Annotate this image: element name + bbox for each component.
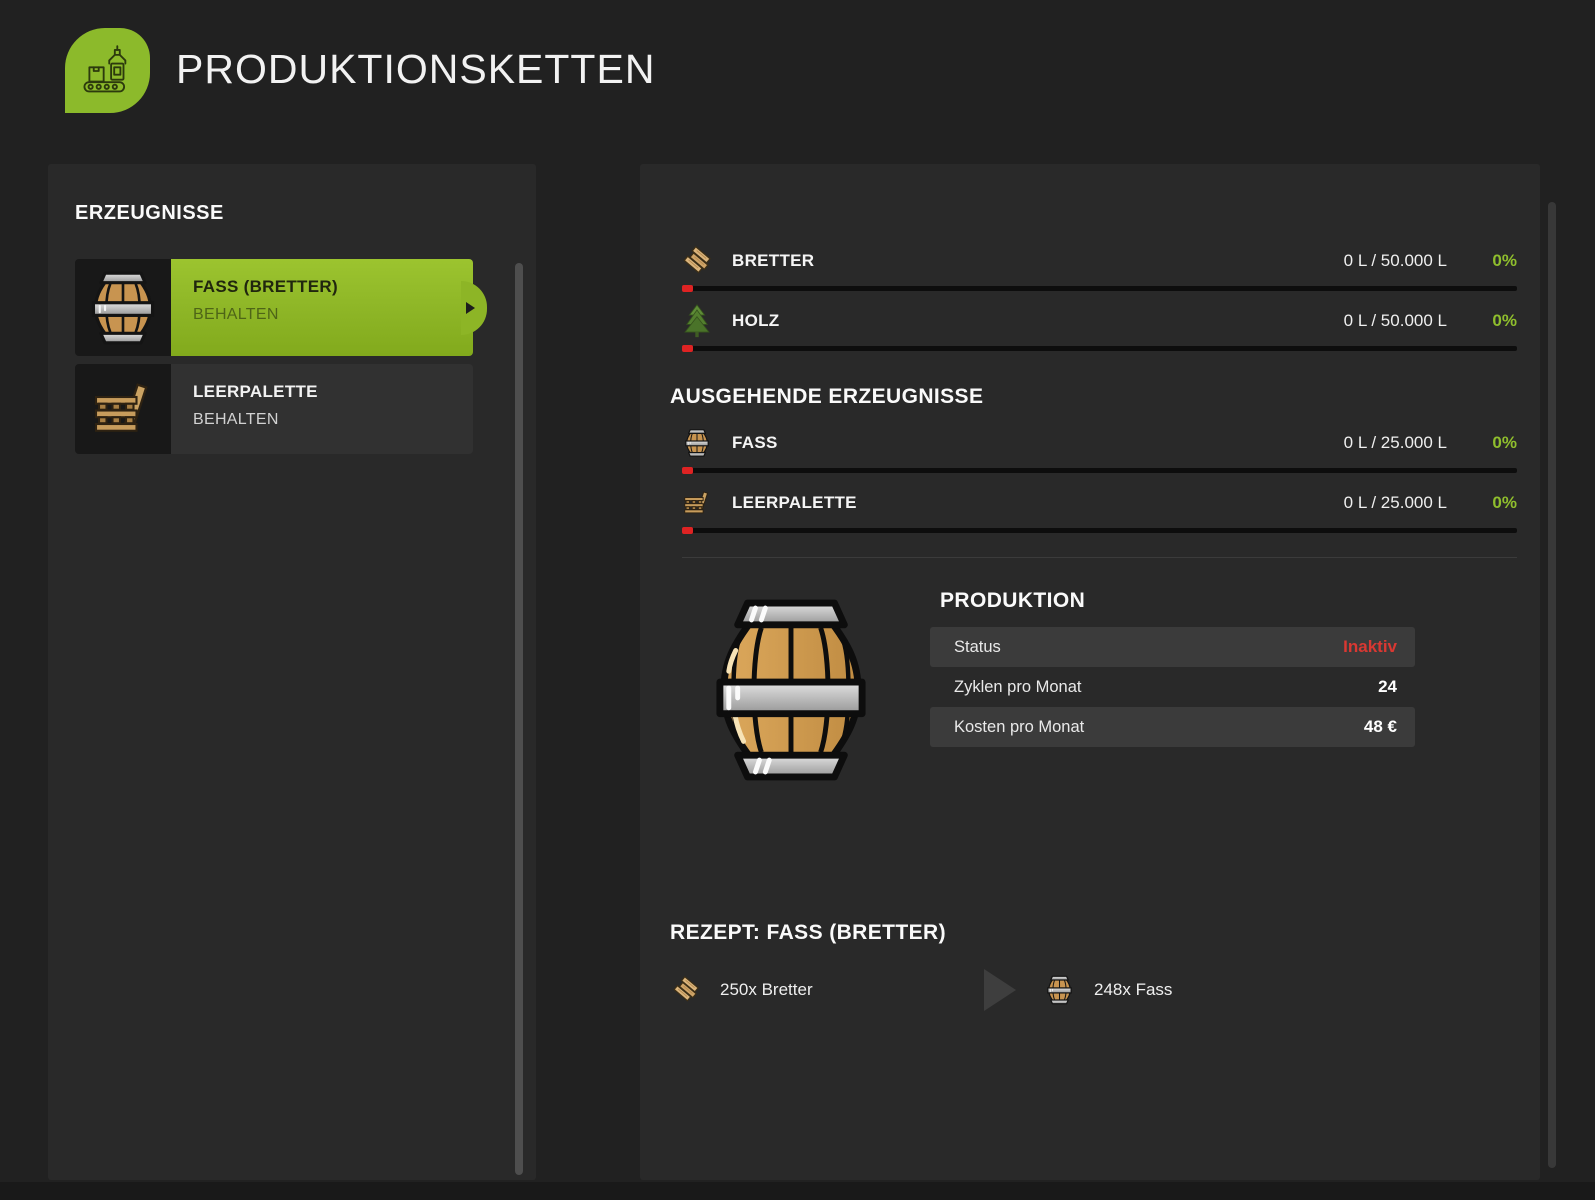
planks-icon	[673, 972, 699, 1008]
progressbar-fill	[682, 467, 693, 474]
recipe-row: 250x Bretter 248x Fass	[640, 969, 1540, 1011]
production-heading: PRODUKTION	[940, 589, 1086, 612]
storage-label: FASS	[732, 433, 778, 452]
product-title: LEERPALETTE	[193, 382, 318, 401]
storage-amount: 0 L / 25.000 L	[1343, 433, 1447, 452]
storage-progressbar	[682, 527, 1517, 534]
products-heading: ERZEUGNISSE	[75, 202, 224, 224]
storage-progressbar	[682, 467, 1517, 474]
progressbar-fill	[682, 527, 693, 534]
storage-row-leerpalette: LEERPALETTE 0 L / 25.000 L 0%	[682, 486, 1517, 534]
outgoing-rows: FASS 0 L / 25.000 L 0% LEERPALETTE 0 L /…	[640, 409, 1517, 534]
product-title: FASS (BRETTER)	[193, 277, 338, 296]
production-row-value: 24	[1378, 677, 1397, 696]
pallet-icon	[682, 488, 712, 518]
barrel-icon	[682, 428, 712, 458]
production-row-label: Status	[954, 637, 1001, 656]
storage-row-fass: FASS 0 L / 25.000 L 0%	[682, 426, 1517, 474]
status-badge: Inaktiv	[1343, 637, 1397, 656]
tree-icon	[682, 304, 712, 338]
barrel-icon	[75, 259, 171, 356]
incoming-rows: BRETTER 0 L / 50.000 L 0% HOLZ 0 L / 50.…	[640, 164, 1517, 352]
production-section: PRODUKTION Status Inaktiv Zyklen pro Mon…	[640, 589, 1540, 790]
production-row-cycles: Zyklen pro Monat 24	[930, 667, 1415, 707]
production-row-status: Status Inaktiv	[930, 627, 1415, 667]
storage-row-bretter: BRETTER 0 L / 50.000 L 0%	[682, 244, 1517, 292]
storage-progressbar	[682, 285, 1517, 292]
recipe-output-label: 248x Fass	[1094, 980, 1173, 999]
storage-amount: 0 L / 25.000 L	[1343, 493, 1447, 512]
production-row-label: Zyklen pro Monat	[954, 677, 1082, 696]
storage-percent: 0%	[1492, 311, 1517, 330]
bottom-strip	[0, 1182, 1595, 1200]
storage-percent: 0%	[1492, 251, 1517, 270]
storage-percent: 0%	[1492, 433, 1517, 452]
product-item-body: FASS (BRETTER) BEHALTEN	[171, 259, 475, 356]
barrel-image	[712, 595, 870, 790]
recipe-arrow-icon	[984, 969, 1016, 1011]
production-chain-icon	[65, 28, 150, 113]
products-panel: ERZEUGNISSE FASS (BRETTER) BEHALTEN LEER…	[48, 164, 536, 1180]
product-list: FASS (BRETTER) BEHALTEN LEERPALETTE BEHA…	[75, 259, 475, 454]
recipe-input-label: 250x Bretter	[720, 980, 813, 999]
production-row-value: 48 €	[1363, 717, 1397, 736]
product-subtitle: BEHALTEN	[193, 306, 279, 323]
storage-row-holz: HOLZ 0 L / 50.000 L 0%	[682, 304, 1517, 352]
storage-amount: 0 L / 50.000 L	[1343, 251, 1447, 270]
progressbar-fill	[682, 345, 693, 352]
storage-progressbar	[682, 345, 1517, 352]
production-row-costs: Kosten pro Monat 48 €	[930, 707, 1415, 747]
production-detail-panel: BRETTER 0 L / 50.000 L 0% HOLZ 0 L / 50.…	[640, 164, 1540, 1180]
storage-percent: 0%	[1492, 493, 1517, 512]
progressbar-fill	[682, 285, 693, 292]
storage-label: HOLZ	[732, 311, 780, 330]
outgoing-heading: AUSGEHENDE ERZEUGNISSE	[670, 385, 984, 408]
selected-arrow-icon	[466, 301, 475, 314]
production-row-label: Kosten pro Monat	[954, 717, 1085, 736]
recipe-heading: REZEPT: FASS (BRETTER)	[670, 921, 946, 944]
page-title: PRODUKTIONSKETTEN	[176, 46, 656, 92]
storage-amount: 0 L / 50.000 L	[1343, 311, 1447, 330]
storage-label: LEERPALETTE	[732, 493, 857, 512]
sidebar-scrollbar[interactable]	[515, 263, 523, 1175]
product-item-body: LEERPALETTE BEHALTEN	[171, 364, 473, 454]
barrel-icon	[1047, 974, 1072, 1006]
main-scrollbar[interactable]	[1548, 202, 1556, 1168]
product-item-fass-bretter[interactable]: FASS (BRETTER) BEHALTEN	[75, 259, 475, 356]
section-divider	[682, 557, 1517, 558]
pallet-icon	[75, 364, 171, 454]
product-subtitle: BEHALTEN	[193, 411, 279, 428]
storage-label: BRETTER	[732, 251, 815, 270]
planks-icon	[682, 245, 712, 277]
product-item-leerpalette[interactable]: LEERPALETTE BEHALTEN	[75, 364, 473, 454]
